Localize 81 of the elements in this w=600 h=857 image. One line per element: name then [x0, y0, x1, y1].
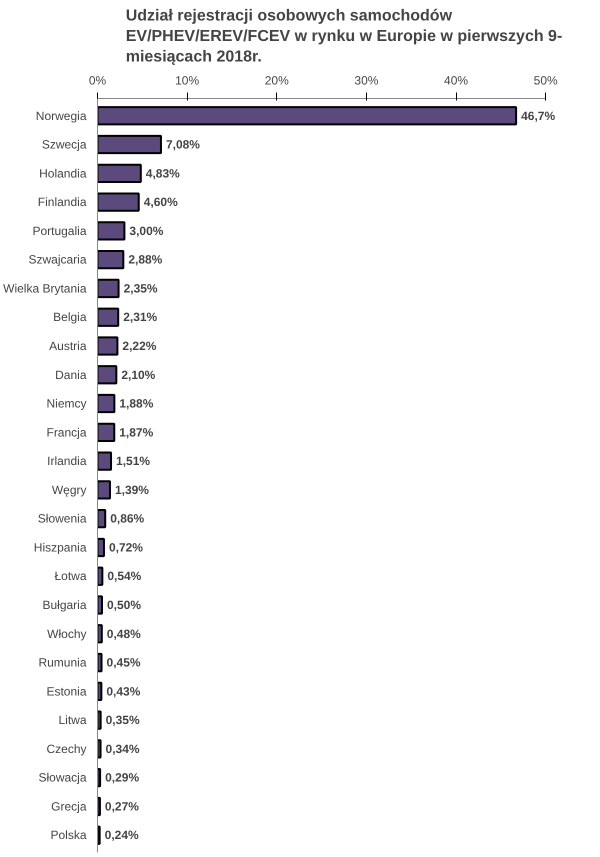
y-tick-label: Belgia [53, 310, 87, 324]
y-tick-label: Dania [55, 368, 87, 382]
data-label: 2,22% [122, 338, 157, 353]
data-label: 0,45% [106, 656, 141, 670]
data-label: 0,35% [106, 713, 140, 728]
bar [98, 221, 126, 241]
bar [98, 164, 142, 183]
bar [98, 106, 518, 126]
y-tick-label: Irlandia [47, 454, 87, 468]
bar [98, 336, 118, 356]
x-tick-label: 30% [354, 74, 379, 88]
bar [98, 682, 102, 701]
bar [98, 480, 111, 500]
y-tick-label: Bułgaria [42, 598, 87, 612]
data-label: 2,10% [121, 368, 156, 382]
x-tick-label: 40% [444, 74, 468, 88]
data-label: 1,51% [116, 454, 150, 468]
data-label: 0,72% [108, 540, 144, 554]
y-tick-label: Portugalia [32, 224, 87, 238]
x-tick-label: 20% [264, 74, 290, 88]
data-label: 4,83% [146, 166, 180, 180]
y-tick-label: Słowenia [38, 512, 87, 526]
data-label: 0,43% [106, 684, 141, 698]
data-label: 0,27% [104, 799, 140, 814]
y-tick-label: Włochy [47, 626, 87, 641]
y-tick-label: Szwajcaria [28, 252, 87, 267]
bar [98, 595, 103, 615]
data-label: 0,34% [106, 742, 140, 756]
data-label: 0,24% [104, 828, 140, 842]
bar [98, 796, 101, 816]
bar [98, 538, 105, 558]
data-label: 1,39% [114, 482, 150, 497]
bar [98, 566, 104, 586]
data-label: 1,87% [119, 425, 154, 440]
data-label: 0,50% [106, 598, 142, 612]
data-label: 0,29% [105, 770, 140, 785]
bar [98, 192, 140, 212]
x-tick-label: 0% [88, 74, 106, 88]
bar [98, 365, 118, 384]
bar [98, 509, 106, 528]
bar [98, 278, 120, 298]
y-tick-label: Finlandia [38, 195, 87, 210]
y-tick-label: Łotwa [54, 569, 87, 584]
x-tick-label: 10% [175, 74, 200, 88]
bar [98, 250, 124, 270]
y-tick-label: Estonia [46, 684, 87, 698]
data-label: 1,88% [119, 396, 154, 411]
y-tick-label: Węgry [52, 482, 86, 497]
bar [98, 652, 103, 672]
data-label: 2,35% [124, 281, 158, 296]
y-tick-label: Rumunia [38, 656, 87, 670]
bar [98, 422, 116, 442]
chart-title: Udział rejestracji osobowych samochodów EV/PHEV/EREV/FCEV w rynku w Europie w pierwszych 9- miesiącach 2018r. [126, 8, 562, 66]
y-tick-label: Niemcy [46, 396, 87, 411]
y-tick-label: Czechy [46, 742, 86, 756]
bar [98, 308, 120, 327]
bar [98, 134, 162, 154]
y-tick-label: Austria [49, 338, 87, 353]
bar [98, 394, 116, 414]
y-tick-label: Wielka Brytania [3, 281, 87, 296]
data-label: 0,86% [110, 512, 145, 526]
data-label: 0,54% [107, 569, 142, 584]
y-tick-label: Słowacja [38, 770, 87, 785]
data-label: 46,7% [521, 108, 556, 123]
bar [98, 451, 112, 471]
y-tick-label: Hiszpania [34, 540, 87, 554]
y-tick-label: Norwegia [36, 108, 87, 123]
y-tick-label: Polska [50, 828, 87, 842]
data-label: 3,00% [129, 224, 164, 238]
y-tick-label: Grecja [51, 799, 87, 814]
bar [98, 624, 103, 644]
data-label: 0,48% [106, 626, 142, 641]
data-label: 2,88% [128, 252, 163, 267]
data-label: 7,08% [166, 138, 200, 152]
y-tick-label: Francja [46, 425, 87, 440]
y-tick-label: Holandia [39, 166, 87, 180]
x-tick-label: 50% [534, 74, 558, 88]
y-tick-label: Litwa [58, 713, 87, 728]
y-tick-label: Szwecja [42, 138, 87, 152]
data-label: 2,31% [123, 310, 158, 324]
data-label: 4,60% [144, 195, 178, 210]
